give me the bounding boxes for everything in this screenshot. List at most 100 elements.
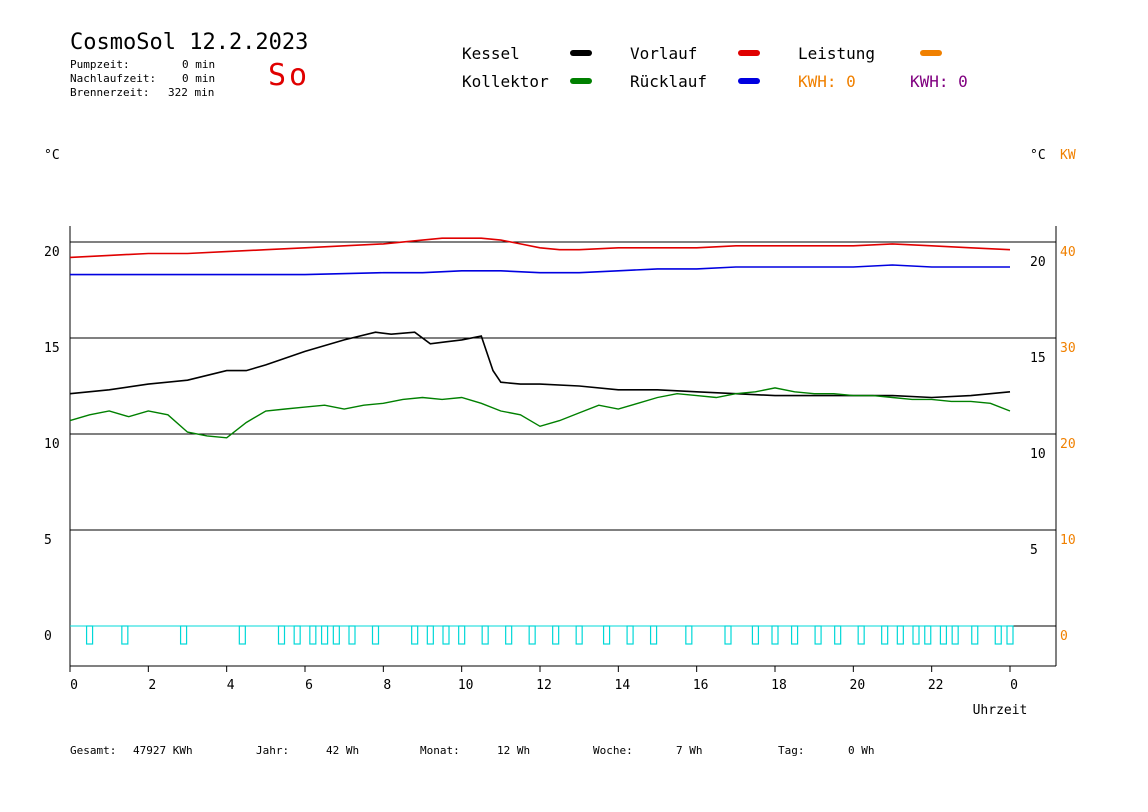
pump-pulse-22: [649, 625, 658, 645]
series-kessel: [69, 331, 1011, 399]
month-energy-label: Monat:: [420, 744, 460, 757]
week-energy-label: Woche:: [593, 744, 633, 757]
y-tick-right-c-15: 15: [1030, 351, 1046, 366]
pump-pulse-19: [575, 625, 583, 645]
pump-pulse-6: [309, 625, 317, 645]
legend-leistung-swatch: [920, 50, 942, 56]
pump-pulse-33: [912, 625, 920, 645]
pump-pulse-24: [724, 625, 732, 645]
month-energy-value: 12 Wh: [497, 744, 531, 757]
legend-ruecklauf: Rücklauf: [630, 72, 708, 91]
x-tick-label-0: 0: [70, 678, 78, 693]
right-axis-unit-kw: KW: [1060, 148, 1076, 163]
y-tick-right-kw-10: 10: [1060, 533, 1076, 548]
x-tick-label-1: 2: [148, 678, 156, 693]
pump-pulse-1: [121, 625, 129, 645]
right-axis-unit-celsius: °C: [1030, 148, 1046, 163]
pump-pulse-21: [626, 625, 634, 645]
pump-pulse-17: [528, 625, 536, 645]
pump-pulse-0: [85, 625, 94, 645]
y-tick-left-15: 15: [44, 341, 60, 356]
pump-pulse-34: [924, 625, 932, 645]
pump-pulse-35: [939, 625, 948, 645]
kwh-total-1: KWH: 0: [798, 72, 856, 91]
x-tick-label-7: 14: [615, 678, 631, 693]
pump-pulse-10: [371, 625, 380, 645]
pump-pulse-7: [320, 625, 329, 645]
pump-pulse-39: [1006, 625, 1014, 645]
pump-pulse-5: [293, 625, 301, 645]
x-tick-label-4: 8: [383, 678, 391, 693]
y-tick-right-kw-20: 20: [1060, 437, 1076, 452]
pump-pulse-11: [411, 625, 419, 645]
y-tick-left-5: 5: [44, 533, 52, 548]
pump-pulse-31: [881, 625, 889, 645]
x-axis-title: Uhrzeit: [973, 703, 1028, 718]
x-tick-label-6: 12: [536, 678, 552, 693]
series-vorlauf: [69, 237, 1011, 259]
legend-leistung: Leistung: [798, 44, 876, 63]
y-tick-right-c-20: 20: [1030, 255, 1046, 270]
pump-time-label: Pumpzeit:: [70, 58, 130, 71]
year-energy-value: 42 Wh: [326, 744, 360, 757]
pump-pulse-16: [505, 625, 513, 645]
legend-vorlauf: Vorlauf: [630, 44, 698, 63]
x-tick-label-10: 20: [850, 678, 866, 693]
weekday-label: So: [268, 58, 311, 93]
legend-kessel-swatch: [570, 50, 592, 56]
x-tick-label-9: 18: [771, 678, 787, 693]
pump-pulse-9: [348, 625, 356, 645]
y-tick-right-kw-30: 30: [1060, 341, 1076, 356]
legend-kollektor-swatch: [570, 78, 592, 84]
pump-time-value: 0 min: [182, 58, 216, 71]
pump-pulse-27: [790, 625, 799, 645]
pump-pulse-14: [458, 625, 466, 645]
legend-kollektor: Kollektor: [462, 72, 549, 91]
pump-pulse-30: [857, 625, 865, 645]
kwh-total-2: KWH: 0: [910, 72, 968, 91]
pump-pulse-8: [332, 625, 340, 645]
pump-pulse-4: [277, 625, 286, 645]
pump-pulse-25: [751, 625, 760, 645]
pump-pulse-23: [685, 625, 693, 645]
y-tick-left-0: 0: [44, 629, 52, 644]
x-tick-label-3: 6: [305, 678, 313, 693]
x-tick-label-11: 22: [928, 678, 944, 693]
legend-ruecklauf-swatch: [738, 78, 760, 84]
burner-time-label: Brennerzeit:: [70, 86, 150, 99]
pump-pulse-26: [771, 625, 779, 645]
y-tick-right-c-5: 5: [1030, 543, 1038, 558]
pump-pulse-29: [834, 625, 842, 645]
day-energy-value: 0 Wh: [848, 744, 875, 757]
x-tick-label-2: 4: [227, 678, 235, 693]
burner-time-value: 322 min: [168, 86, 215, 99]
pump-pulse-2: [179, 625, 188, 645]
day-energy-label: Tag:: [778, 744, 805, 757]
x-tick-label-5: 10: [458, 678, 474, 693]
pump-pulse-36: [951, 625, 959, 645]
pump-pulse-15: [481, 625, 489, 645]
pump-pulse-20: [602, 625, 611, 645]
total-energy-label: Gesamt:: [70, 744, 117, 757]
pump-pulse-37: [971, 625, 979, 645]
y-tick-left-20: 20: [44, 245, 60, 260]
x-tick-label-12: 0: [1010, 678, 1018, 693]
legend-vorlauf-swatch: [738, 50, 760, 56]
pump-pulse-32: [896, 625, 904, 645]
y-tick-left-10: 10: [44, 437, 60, 452]
series-kollektor: [69, 387, 1011, 439]
after-run-time-value: 0 min: [182, 72, 216, 85]
total-energy-value: 47927 KWh: [133, 744, 193, 757]
pump-pulse-12: [426, 625, 434, 645]
legend-kessel: Kessel: [462, 44, 520, 63]
week-energy-value: 7 Wh: [676, 744, 703, 757]
chart-title: CosmoSol 12.2.2023: [70, 30, 309, 55]
pump-pulse-38: [994, 625, 1002, 645]
pump-pulse-3: [238, 625, 246, 645]
pump-pulse-28: [814, 625, 822, 645]
series-rcklauf: [70, 264, 1010, 276]
x-tick-label-8: 16: [693, 678, 709, 693]
y-tick-right-kw-0: 0: [1060, 629, 1068, 644]
year-energy-label: Jahr:: [256, 744, 290, 757]
